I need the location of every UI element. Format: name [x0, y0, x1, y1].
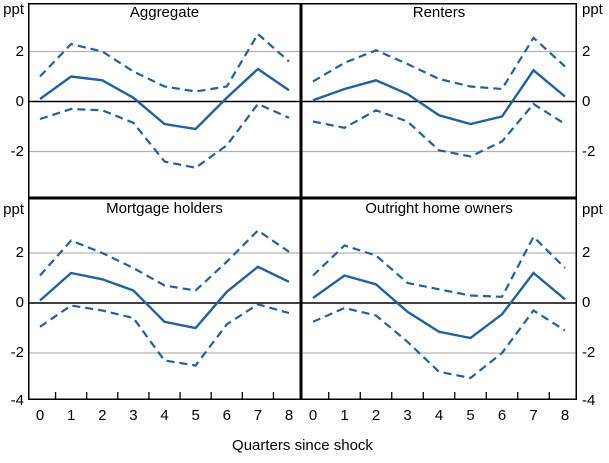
x-tick-label: 6	[497, 407, 507, 424]
panel-renters	[301, 3, 577, 198]
lower-band-line	[312, 306, 566, 380]
x-tick-label: 4	[434, 407, 444, 424]
x-axis-title: Quarters since shock	[232, 437, 373, 454]
x-tick-label: 3	[129, 407, 138, 424]
unit-label-bottom-left: ppt	[3, 201, 24, 218]
panel-aggregate	[28, 3, 301, 198]
y-tick-label: 2	[15, 244, 24, 261]
y-tick-label: 2	[15, 42, 24, 60]
y-tick-label: -4	[10, 391, 24, 409]
point-estimate-line	[312, 271, 566, 340]
x-tick-label: 8	[560, 407, 570, 424]
x-tick-label: 5	[466, 407, 475, 424]
y-tick-label: -2	[10, 344, 24, 361]
x-tick-label: 7	[253, 407, 263, 424]
point-estimate-line	[312, 68, 566, 126]
panel-mortgage-holders	[28, 198, 301, 400]
panel-frame	[28, 198, 301, 400]
y-tick-label: 2	[582, 42, 591, 60]
point-estimate-line	[39, 265, 290, 330]
x-tick-label: 1	[66, 407, 76, 424]
y-tick-label: 0	[582, 294, 591, 311]
unit-label-bottom-right: ppt	[582, 201, 603, 218]
x-tick-label: 7	[529, 407, 538, 424]
y-tick-label: -2	[10, 142, 24, 160]
y-tick-label: 0	[15, 92, 24, 110]
panel-renters-plot	[301, 3, 577, 198]
x-tick-label: 4	[160, 407, 169, 424]
y-tick-label: -2	[582, 344, 596, 361]
panel-mortgage-holders-plot	[28, 198, 301, 400]
x-tick-label: 2	[98, 407, 107, 424]
panel-frame	[301, 3, 577, 198]
x-tick-label: 3	[403, 407, 412, 424]
x-tick-label: 5	[191, 407, 200, 424]
x-tick-label: 6	[222, 407, 231, 424]
x-tick-label: 1	[340, 407, 349, 424]
panel-frame	[28, 3, 301, 198]
y-tick-label: -4	[582, 391, 596, 409]
upper-band-line	[39, 229, 290, 292]
panel-frame	[301, 198, 577, 400]
x-tick-label: 8	[284, 407, 294, 424]
x-tick-label: 0	[35, 407, 45, 424]
unit-label-top-right: ppt	[582, 1, 603, 18]
panel-outright-home-owners-plot	[301, 198, 577, 400]
x-tick-label: 2	[371, 407, 381, 424]
lower-band-line	[312, 102, 566, 158]
x-tick-label: 0	[308, 407, 318, 424]
upper-band-line	[312, 234, 566, 298]
lower-band-line	[39, 102, 290, 169]
y-tick-label: 0	[582, 92, 591, 110]
lower-band-line	[39, 303, 290, 367]
y-tick-label: -2	[582, 142, 596, 160]
panel-outright-home-owners	[301, 198, 577, 400]
point-estimate-line	[39, 67, 290, 131]
panel-aggregate-plot	[28, 3, 301, 198]
y-tick-label: 2	[582, 244, 591, 261]
unit-label-top-left: ppt	[3, 1, 24, 18]
y-tick-label: 0	[15, 294, 24, 311]
upper-band-line	[39, 32, 290, 93]
